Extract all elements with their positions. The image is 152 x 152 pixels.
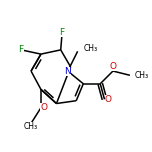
Text: F: F bbox=[60, 28, 65, 37]
Text: F: F bbox=[19, 45, 24, 54]
Text: O: O bbox=[109, 62, 116, 71]
Text: CH₃: CH₃ bbox=[134, 71, 148, 80]
Text: CH₃: CH₃ bbox=[24, 122, 38, 131]
Text: O: O bbox=[40, 103, 47, 112]
Text: CH₃: CH₃ bbox=[83, 44, 97, 53]
Text: N: N bbox=[64, 67, 71, 76]
Text: O: O bbox=[105, 95, 112, 104]
